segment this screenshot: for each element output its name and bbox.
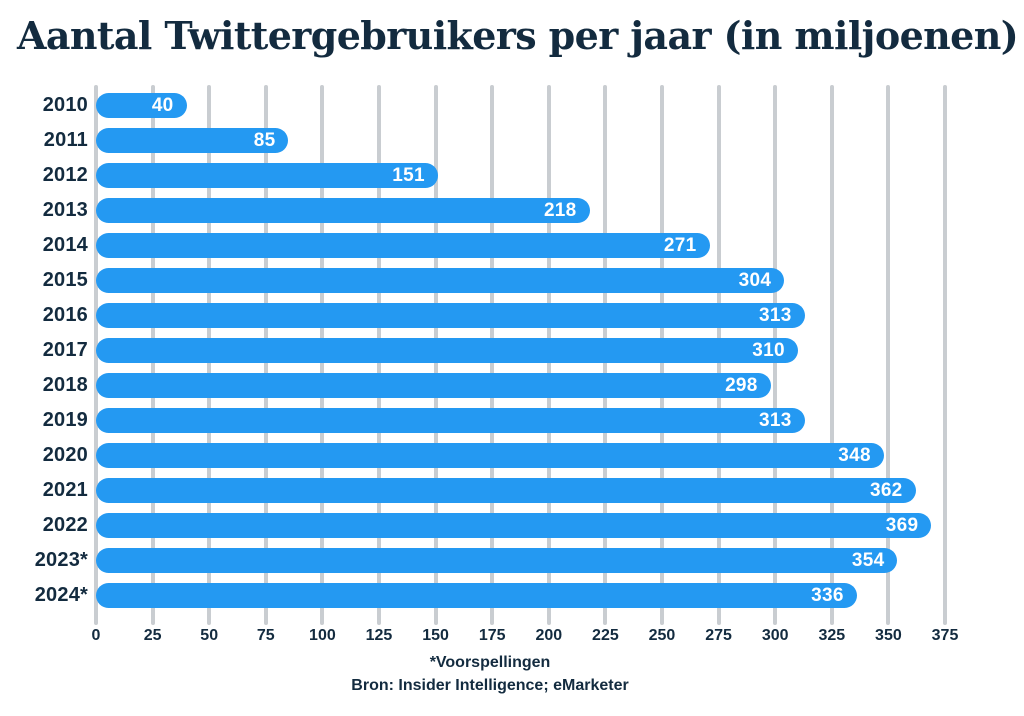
x-tick-label-375: 375: [931, 627, 959, 644]
year-label-2010: 2010: [42, 94, 88, 116]
year-label-2016: 2016: [42, 304, 88, 326]
x-tick-label-125: 125: [365, 627, 393, 644]
bar-2020: 348: [96, 443, 884, 468]
year-label-2019: 2019: [42, 409, 88, 431]
bar-value-label: 85: [253, 129, 276, 151]
year-label-2023: 2023*: [34, 549, 88, 571]
x-tick-label-50: 50: [200, 627, 219, 644]
x-tick-label-25: 25: [143, 627, 162, 644]
chart-title: Aantal Twittergebruikers per jaar (in mi…: [17, 13, 1019, 58]
gridline-375: [943, 85, 947, 625]
bar-2019: 313: [96, 408, 805, 433]
x-tick-label-250: 250: [648, 627, 676, 644]
bar-value-label: 298: [725, 374, 758, 396]
bar-2012: 151: [96, 163, 438, 188]
chart-body: 2010 2011 2012 2013 2014 2015 2016 2017 2018 2019…: [0, 85, 1024, 625]
bar-value-label: 40: [151, 94, 174, 116]
x-tick-label-200: 200: [535, 627, 563, 644]
bar-2023: 354: [96, 548, 898, 573]
x-tick-label-300: 300: [761, 627, 789, 644]
x-tick-label-175: 175: [478, 627, 506, 644]
year-label-2018: 2018: [42, 374, 88, 396]
bar-2024: 336: [96, 583, 857, 608]
bar-2015: 304: [96, 268, 785, 293]
x-tick-label-350: 350: [875, 627, 902, 644]
bar-2022: 369: [96, 513, 932, 538]
bar-value-label: 362: [869, 479, 903, 501]
bar-2011: 85: [96, 128, 289, 153]
bar-2018: 298: [96, 373, 771, 398]
bar-2016: 313: [96, 303, 805, 328]
bar-value-label: 354: [851, 549, 885, 571]
x-tick-label-75: 75: [256, 627, 275, 644]
year-label-2015: 2015: [42, 269, 88, 291]
bar-value-label: 348: [838, 444, 871, 466]
bar-value-label: 304: [738, 269, 772, 291]
plot-area: 40 85 151 218 271 304 313 310 298 313 348 362 369 354…: [94, 85, 947, 625]
bar-2013: 218: [96, 198, 590, 223]
year-label-2012: 2012: [42, 164, 88, 186]
x-axis: 0 25 50 75 100 125 150 175 200 225 250 275 300 325 350…: [92, 627, 959, 647]
x-tick-label-275: 275: [705, 627, 732, 644]
year-label-2017: 2017: [42, 339, 88, 361]
x-tick-label-225: 225: [592, 627, 619, 644]
chart-footer: *Voorspellingen Bron: Insider Intelligen…: [0, 651, 1024, 697]
gridline-325: [829, 85, 834, 625]
bar-2014: 271: [96, 233, 710, 258]
bar-value-label: 310: [752, 339, 785, 361]
year-label-2011: 2011: [43, 129, 88, 151]
year-label-2013: 2013: [42, 199, 88, 221]
year-label-2022: 2022: [42, 514, 88, 536]
bar-value-label: 313: [759, 409, 792, 431]
bar-value-label: 336: [811, 584, 844, 606]
bar-value-label: 313: [759, 304, 792, 326]
footnote: *Voorspellingen: [429, 654, 551, 671]
year-label-2020: 2020: [42, 444, 88, 466]
bar-2010: 40: [96, 93, 187, 118]
bar-2017: 310: [96, 338, 798, 363]
x-tick-label-0: 0: [91, 627, 101, 644]
x-tick-label-325: 325: [818, 627, 846, 644]
source-line: Bron: Insider Intelligence; eMarketer: [351, 677, 629, 694]
bar-value-label: 271: [663, 234, 697, 256]
bar-value-label: 151: [392, 164, 425, 186]
gridline-350: [886, 85, 891, 625]
bar-value-label: 218: [543, 199, 577, 221]
year-label-2014: 2014: [42, 234, 88, 256]
x-tick-label-100: 100: [309, 627, 336, 644]
y-axis-labels: 2010 2011 2012 2013 2014 2015 2016 2017 2018 2019…: [0, 85, 88, 625]
year-label-2024: 2024*: [34, 584, 88, 606]
x-tick-label-150: 150: [422, 627, 449, 644]
bar-value-label: 369: [885, 514, 919, 536]
year-label-2021: 2021: [42, 479, 88, 501]
bar-2021: 362: [96, 478, 916, 503]
